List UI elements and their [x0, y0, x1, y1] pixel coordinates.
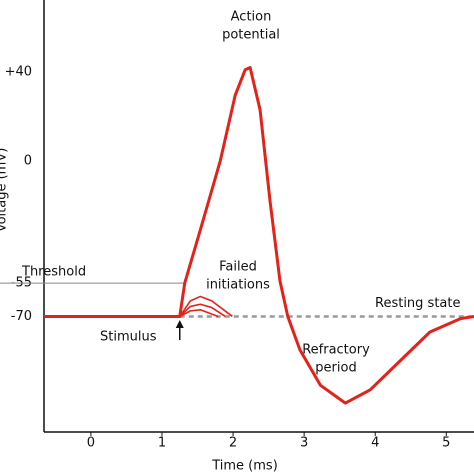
- stimulus-label: Stimulus: [100, 330, 157, 345]
- annotation: Action: [231, 10, 272, 25]
- voltage-line: [44, 66, 474, 405]
- x-tick-label: 5: [442, 436, 450, 451]
- resting-label: Resting state: [375, 296, 460, 311]
- annotation: Refractory: [302, 343, 370, 358]
- annotation: Failed: [219, 260, 257, 275]
- annotation: period: [315, 361, 356, 376]
- annotation: potential: [222, 28, 280, 43]
- x-tick-label: 1: [158, 436, 166, 451]
- x-tick-label: 4: [371, 436, 379, 451]
- y-tick-label: -70: [11, 309, 32, 324]
- arrow-head: [175, 320, 184, 328]
- threshold-label: Threshold: [21, 265, 86, 280]
- voltage-line: [179, 303, 226, 318]
- annotation: initiations: [206, 278, 270, 293]
- voltage-line: [179, 295, 233, 318]
- voltage-line: [179, 308, 219, 318]
- x-tick-label: 0: [87, 436, 95, 451]
- x-tick-label: 3: [300, 436, 308, 451]
- y-tick-label: 0: [24, 153, 32, 168]
- x-axis-label: Time (ms): [211, 459, 278, 474]
- x-tick-label: 2: [229, 436, 237, 451]
- y-axis-label: Voltage (mV): [0, 148, 10, 233]
- y-tick-label: +40: [5, 65, 32, 80]
